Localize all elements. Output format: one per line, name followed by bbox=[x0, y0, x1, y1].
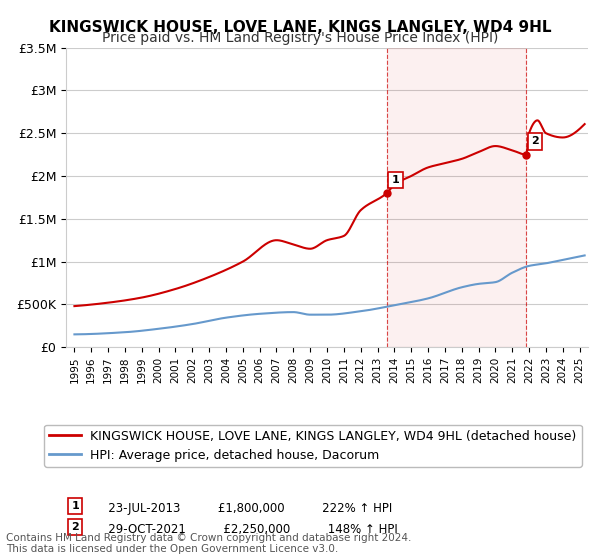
Text: 1: 1 bbox=[392, 175, 400, 185]
Text: Contains HM Land Registry data © Crown copyright and database right 2024.
This d: Contains HM Land Registry data © Crown c… bbox=[6, 533, 412, 554]
Text: Price paid vs. HM Land Registry's House Price Index (HPI): Price paid vs. HM Land Registry's House … bbox=[102, 31, 498, 45]
Text: 2: 2 bbox=[71, 522, 79, 532]
Text: KINGSWICK HOUSE, LOVE LANE, KINGS LANGLEY, WD4 9HL: KINGSWICK HOUSE, LOVE LANE, KINGS LANGLE… bbox=[49, 20, 551, 35]
Text: 1: 1 bbox=[71, 501, 79, 511]
Text: 29-OCT-2021          £2,250,000          148% ↑ HPI: 29-OCT-2021 £2,250,000 148% ↑ HPI bbox=[97, 524, 398, 536]
Text: 23-JUL-2013          £1,800,000          222% ↑ HPI: 23-JUL-2013 £1,800,000 222% ↑ HPI bbox=[97, 502, 392, 516]
Bar bbox=[387, 48, 526, 347]
Text: 2: 2 bbox=[531, 136, 539, 146]
Legend: KINGSWICK HOUSE, LOVE LANE, KINGS LANGLEY, WD4 9HL (detached house), HPI: Averag: KINGSWICK HOUSE, LOVE LANE, KINGS LANGLE… bbox=[44, 424, 582, 467]
